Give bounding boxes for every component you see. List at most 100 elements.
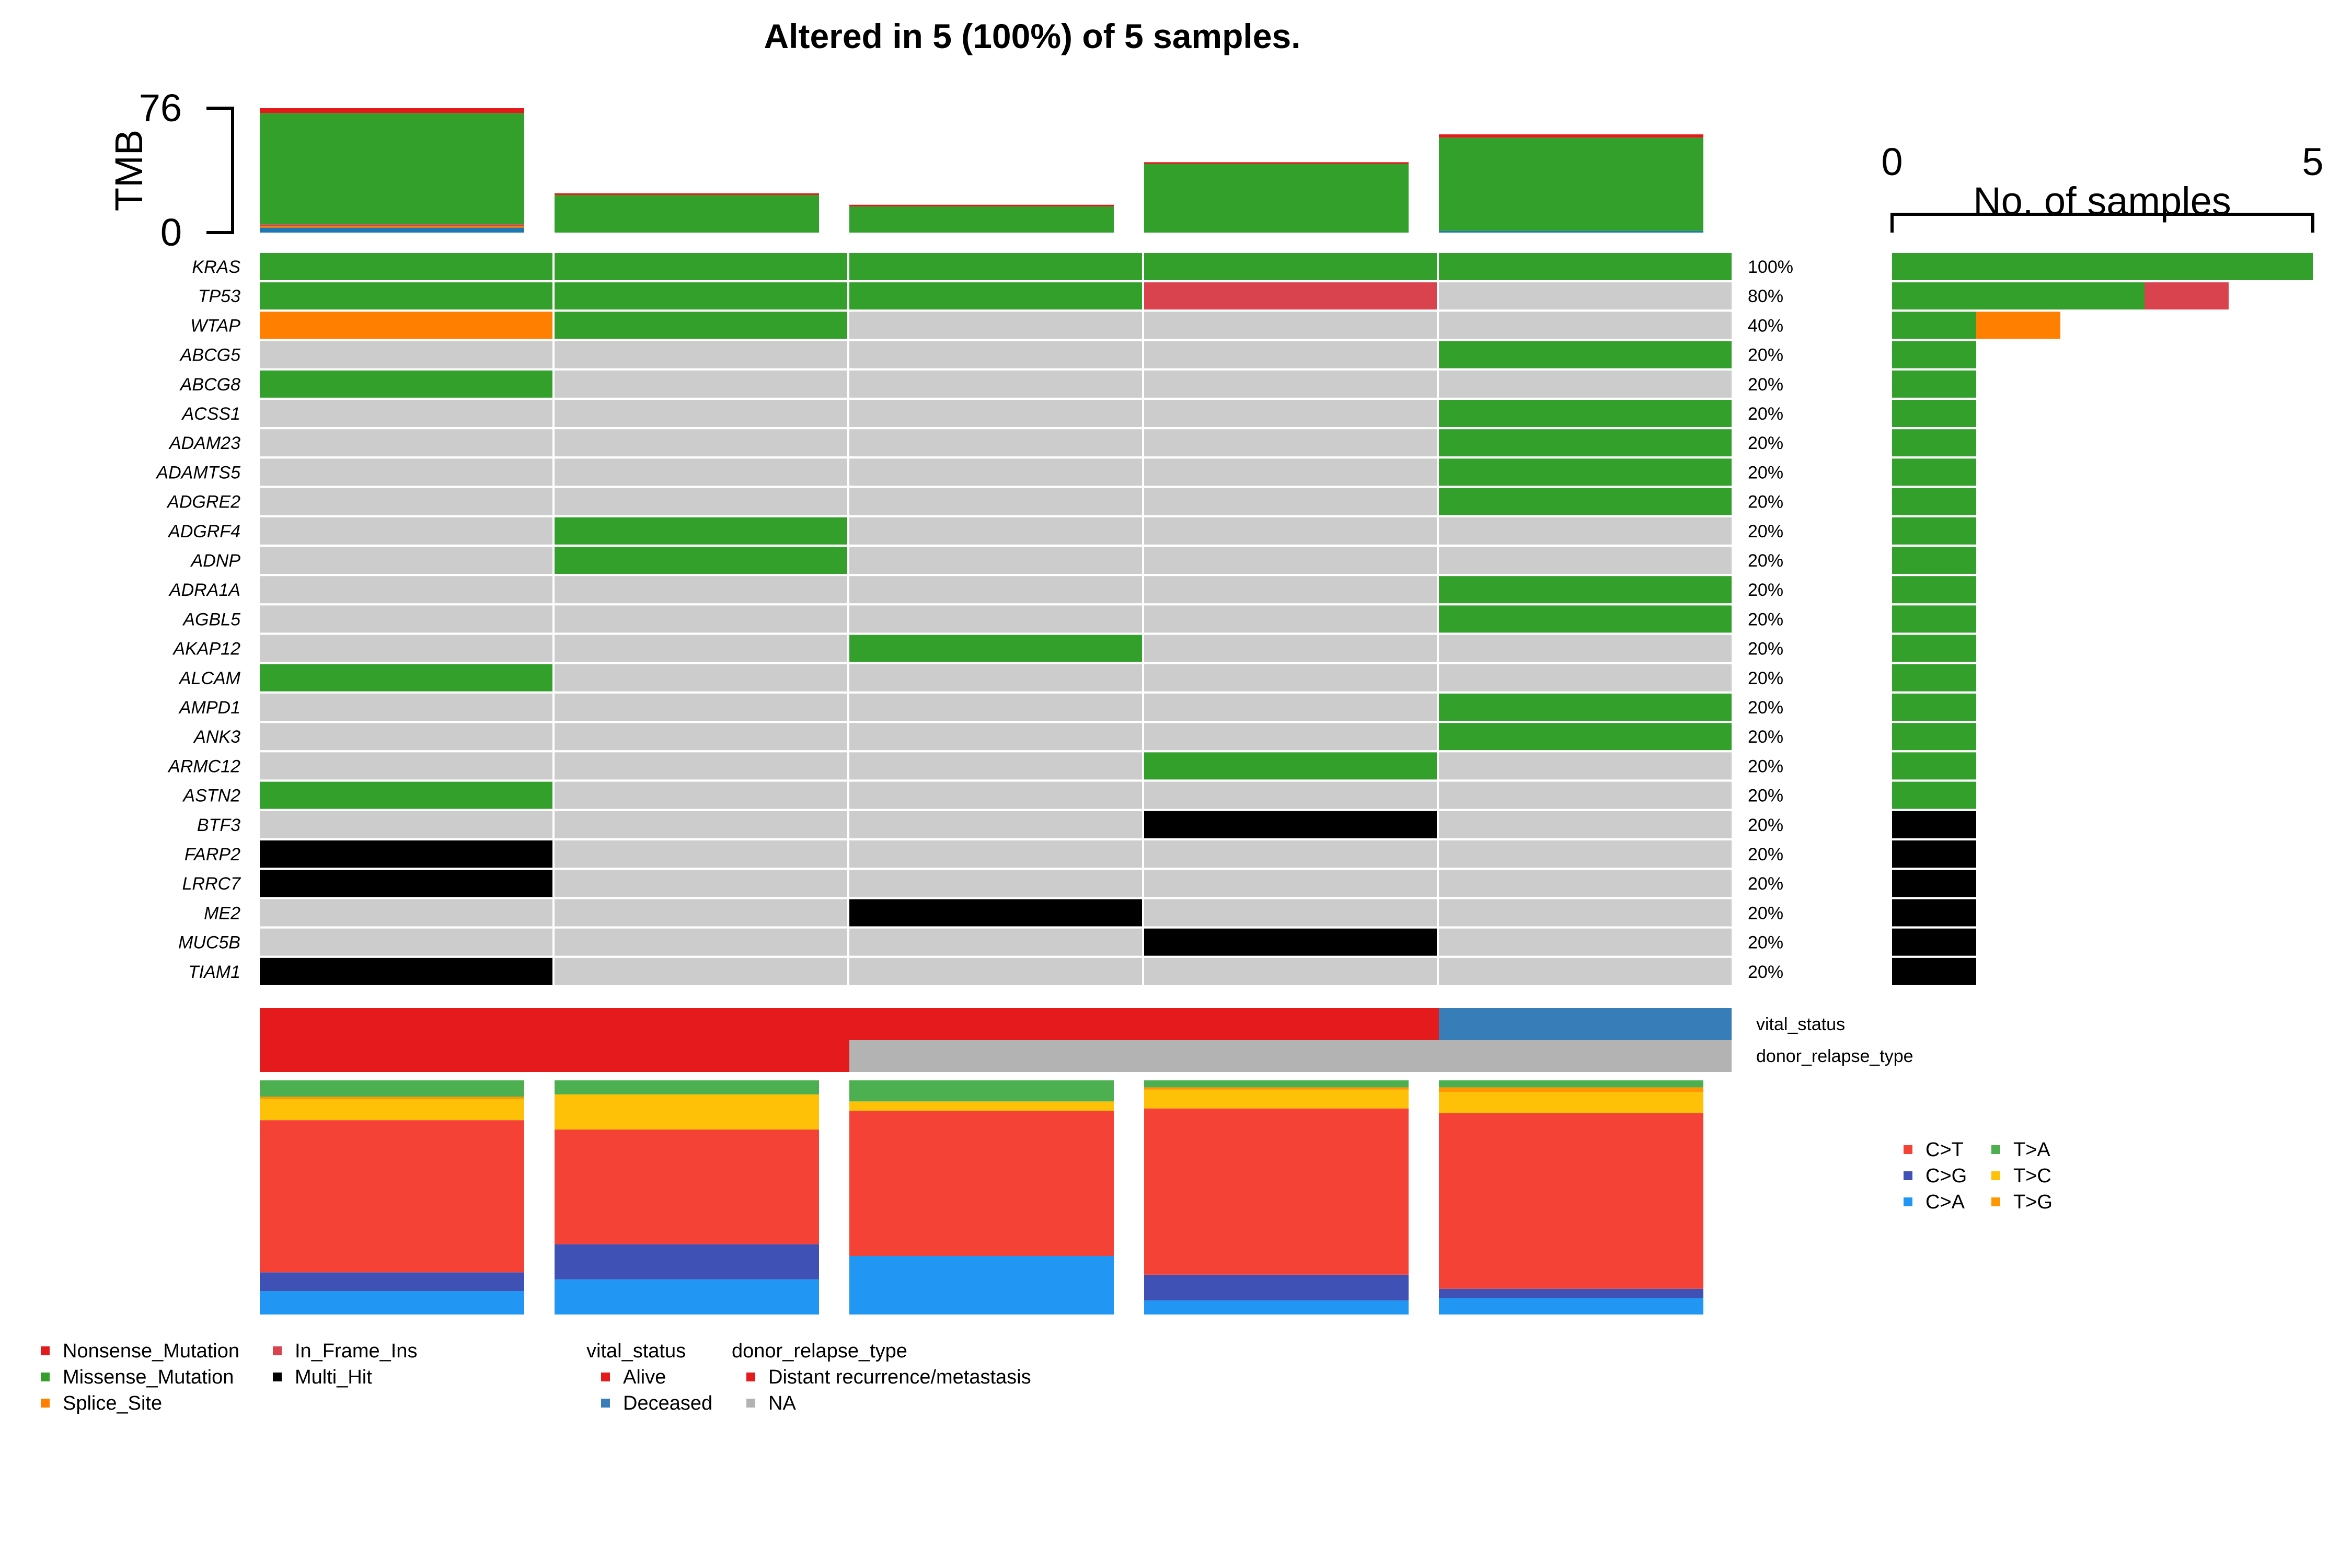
freq-bar-lrrc7-multi-hit	[1892, 870, 1976, 897]
cell-adnp-4	[1144, 547, 1437, 574]
freq-bar-ampd1-missense-mutation	[1892, 694, 1976, 721]
cell-adamts5-4	[1144, 458, 1437, 486]
freq-bar-alcam-missense-mutation	[1892, 664, 1976, 691]
gene-label-me2: ME2	[204, 903, 240, 923]
cell-adamts5-5	[1439, 458, 1732, 486]
tmb-axis-line	[206, 107, 234, 234]
cell-abcg5-3	[849, 341, 1142, 368]
freq-bar-agbl5-missense-mutation	[1892, 605, 1976, 633]
cell-tiam1-4	[1144, 958, 1437, 985]
cell-ank3-4	[1144, 723, 1437, 751]
cell-abcg8-5	[1439, 370, 1732, 398]
legend-panel: Nonsense_Mutation Missense_Mutation Splice…	[41, 1139, 2053, 1414]
clinical-annotation-panel: vital_status donor_relapse_type	[260, 1008, 1913, 1072]
titv-bar-4-c-g	[1144, 1274, 1409, 1301]
tmb-bar-2-nonsense-mutation	[555, 193, 819, 195]
cell-abcg8-1	[260, 370, 552, 398]
gene-pct-alcam: 20%	[1748, 668, 1783, 688]
cell-tiam1-5	[1439, 958, 1732, 985]
tmb-bar-1-missense-mutation	[260, 113, 524, 225]
cell-ank3-3	[849, 723, 1142, 751]
cell-lrrc7-1	[260, 870, 552, 897]
tmb-bar-3-nonsense-mutation	[849, 204, 1114, 206]
cell-alcam-1	[260, 664, 552, 691]
tmb-tick-top: 76	[139, 86, 182, 130]
freq-bar-adnp-missense-mutation	[1892, 547, 1976, 574]
cell-adgrf4-3	[849, 517, 1142, 545]
cell-lrrc7-5	[1439, 870, 1732, 897]
gene-label-adam23: ADAM23	[168, 433, 240, 453]
gene-label-ank3: ANK3	[193, 727, 240, 747]
titv-bar-4-c-a	[1144, 1300, 1409, 1315]
samples-tick-right: 5	[2302, 140, 2323, 183]
freq-bar-tp53-in-frame-ins	[2145, 282, 2229, 310]
legend-variant-missense-mutation-label: Missense_Mutation	[63, 1366, 234, 1388]
freq-bar-abcg8-missense-mutation	[1892, 370, 1976, 398]
cell-alcam-2	[555, 664, 847, 691]
freq-bar-adgrf4-missense-mutation	[1892, 517, 1976, 545]
legend-variant-in-frame-ins-label: In_Frame_Ins	[295, 1340, 417, 1362]
cell-farp2-5	[1439, 840, 1732, 868]
gene-label-adgre2: ADGRE2	[166, 492, 240, 512]
cell-astn2-4	[1144, 781, 1437, 809]
legend-clin-donor-relapse-type-distant-recurrence-metastasis-label: Distant recurrence/metastasis	[768, 1366, 1031, 1388]
titv-bar-1-t-g	[260, 1097, 524, 1099]
tmb-bar-5-other	[1439, 230, 1703, 233]
freq-bar-tp53-missense-mutation	[1892, 282, 2145, 310]
cell-armc12-5	[1439, 752, 1732, 780]
gene-pct-adnp: 20%	[1748, 551, 1783, 571]
cell-tp53-3	[849, 282, 1142, 310]
cell-ank3-2	[555, 723, 847, 751]
cell-agbl5-3	[849, 605, 1142, 633]
titv-bar-4-c-t	[1144, 1108, 1409, 1275]
cell-acss1-3	[849, 400, 1142, 427]
cell-adra1a-2	[555, 576, 847, 604]
cell-akap12-5	[1439, 635, 1732, 662]
cell-btf3-5	[1439, 811, 1732, 838]
cell-adgre2-3	[849, 488, 1142, 515]
gene-label-kras: KRAS	[192, 257, 240, 277]
titv-bar-1-t-c	[260, 1099, 524, 1121]
cell-adam23-1	[260, 429, 552, 457]
cell-alcam-5	[1439, 664, 1732, 691]
gene-pct-wtap: 40%	[1748, 316, 1783, 336]
freq-bar-wtap-splice-site	[1976, 312, 2060, 339]
cell-tiam1-3	[849, 958, 1142, 985]
titv-bar-2-c-t	[555, 1129, 819, 1244]
clinical-donor-relapse-type-3	[849, 1040, 1145, 1072]
cell-adamts5-1	[260, 458, 552, 486]
legend-titv-c-g-swatch	[1904, 1171, 1912, 1180]
gene-pct-kras: 100%	[1748, 257, 1793, 277]
gene-pct-me2: 20%	[1748, 903, 1783, 923]
legend-clin-donor-relapse-type-distant-recurrence-metastasis-swatch	[746, 1373, 755, 1381]
tmb-axis-label: TMB	[107, 130, 151, 211]
titv-bar-2-c-g	[555, 1244, 819, 1279]
titv-bar-2-t-a	[555, 1080, 819, 1094]
cell-kras-2	[555, 253, 847, 280]
gene-pct-adam23: 20%	[1748, 433, 1783, 453]
gene-label-agbl5: AGBL5	[182, 609, 240, 629]
legend-clin-donor-relapse-type-na-swatch	[746, 1399, 755, 1408]
cell-muc5b-1	[260, 928, 552, 956]
freq-bar-adgre2-missense-mutation	[1892, 488, 1976, 515]
legend-titv-t-a-label: T>A	[2013, 1139, 2050, 1161]
gene-pct-muc5b: 20%	[1748, 933, 1783, 953]
cell-abcg5-4	[1144, 341, 1437, 368]
tmb-bar-4-nonsense-mutation	[1144, 162, 1409, 164]
legend-titv-c-g-label: C>G	[1926, 1165, 1967, 1187]
cell-tp53-1	[260, 282, 552, 310]
clinical-donor-relapse-type-1	[260, 1040, 555, 1072]
cell-acss1-4	[1144, 400, 1437, 427]
titv-bar-5-t-g	[1439, 1087, 1703, 1092]
gene-label-farp2: FARP2	[185, 845, 240, 864]
clinical-donor-relapse-type-4	[1144, 1040, 1439, 1072]
cell-lrrc7-4	[1144, 870, 1437, 897]
cell-adra1a-5	[1439, 576, 1732, 604]
legend-variant-nonsense-mutation-swatch	[41, 1346, 50, 1355]
cell-ampd1-3	[849, 694, 1142, 721]
gene-label-tiam1: TIAM1	[188, 962, 240, 982]
cell-wtap-2	[555, 312, 847, 339]
cell-tp53-4	[1144, 282, 1437, 310]
cell-adnp-2	[555, 547, 847, 574]
